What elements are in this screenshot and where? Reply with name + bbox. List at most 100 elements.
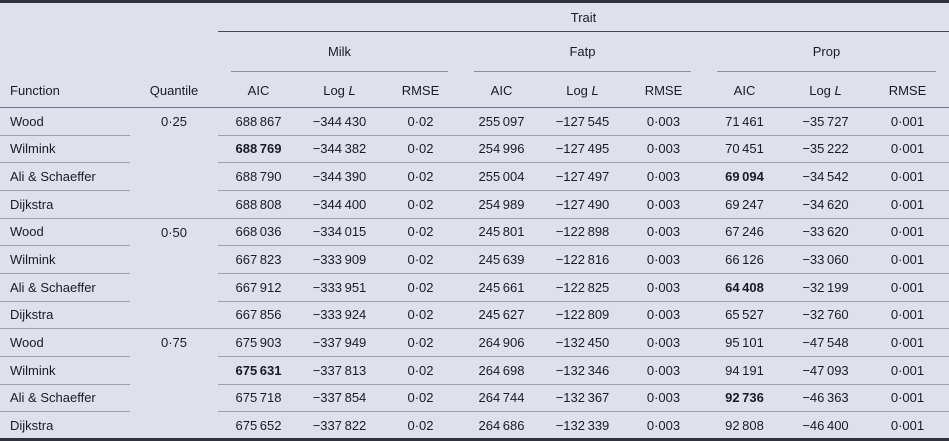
value-cell: 0·003 [623, 218, 704, 247]
value-cell: −344 382 [299, 135, 380, 164]
value-cell: 688 790 [218, 162, 299, 191]
rmse-header-prop: RMSE [866, 71, 949, 108]
aic-header-prop: AIC [704, 71, 785, 108]
value-cell: 667 823 [218, 245, 299, 274]
value-cell: 0·02 [380, 107, 461, 136]
value-cell: 245 661 [461, 273, 542, 302]
value-cell: −344 430 [299, 107, 380, 136]
value-cell: 0·02 [380, 245, 461, 274]
function-cell: Dijkstra [0, 190, 130, 219]
table-row: Wilmink 667 823 −333 909 0·02 245 639 −122 81… [0, 245, 949, 274]
function-cell: Wilmink [0, 356, 130, 385]
value-cell: 0·001 [866, 328, 949, 357]
table-row: Wilmink 688 769 −344 382 0·02 254 996 −127 49… [0, 135, 949, 164]
table-row: Wood 0·25 688 867 −344 430 0·02 255 097 −127 5… [0, 107, 949, 219]
function-cell: Ali & Schaeffer [0, 384, 130, 413]
table-row: Wood 0·75 675 903 −337 949 0·02 264 906 −132 4… [0, 328, 949, 440]
logl-label: Log [809, 83, 831, 98]
value-cell: 0·001 [866, 273, 949, 302]
value-cell: −132 367 [542, 384, 623, 413]
value-cell: 675 652 [218, 411, 299, 440]
function-cell: Wilmink [0, 245, 130, 274]
value-cell: 667 912 [218, 273, 299, 302]
value-cell: 0·02 [380, 135, 461, 164]
value-cell: −337 813 [299, 356, 380, 385]
value-cell: 0·001 [866, 301, 949, 330]
value-cell: −32 199 [785, 273, 866, 302]
value-cell: −127 495 [542, 135, 623, 164]
value-cell: −122 809 [542, 301, 623, 330]
value-cell: −337 854 [299, 384, 380, 413]
value-cell: 64 408 [704, 273, 785, 302]
value-cell: 245 639 [461, 245, 542, 274]
value-cell: 94 191 [704, 356, 785, 385]
value-cell: 0·003 [623, 411, 704, 440]
table-row: Wood 0·50 668 036 −334 015 0·02 245 801 −122 8… [0, 218, 949, 330]
function-cell: Wilmink [0, 135, 130, 164]
value-cell: 0·001 [866, 190, 949, 219]
header-row-groups: Milk Fatp Prop [0, 32, 949, 72]
value-cell: 0·02 [380, 411, 461, 440]
group-header-fatp: Fatp [461, 32, 704, 72]
table-row: Dijkstra 688 808 −344 400 0·02 254 989 −127 4… [0, 190, 949, 219]
value-cell: 92 736 [704, 384, 785, 413]
value-cell: 245 801 [461, 218, 542, 247]
value-cell: 0·001 [866, 245, 949, 274]
value-cell: 675 718 [218, 384, 299, 413]
value-cell: 0·003 [623, 245, 704, 274]
value-cell: −127 497 [542, 162, 623, 191]
value-cell: 688 808 [218, 190, 299, 219]
value-cell: −337 822 [299, 411, 380, 440]
value-cell: −47 548 [785, 328, 866, 357]
function-cell: Ali & Schaeffer [0, 273, 130, 302]
logl-label: Log [566, 83, 588, 98]
value-cell: 71 461 [704, 107, 785, 136]
value-cell: 0·001 [866, 218, 949, 247]
header-row-metrics: Function Quantile AIC Log L RMSE AIC Log… [0, 71, 949, 108]
aic-header-milk: AIC [218, 71, 299, 108]
value-cell: 264 686 [461, 411, 542, 440]
value-cell: 0·02 [380, 328, 461, 357]
group-header-prop: Prop [704, 32, 949, 72]
value-cell: 264 698 [461, 356, 542, 385]
value-cell: 0·02 [380, 356, 461, 385]
trait-header: Trait [218, 1, 949, 32]
value-cell: 0·001 [866, 162, 949, 191]
value-cell: 0·02 [380, 301, 461, 330]
value-cell: 668 036 [218, 218, 299, 247]
table-row: Ali & Schaeffer 667 912 −333 951 0·02 245 66… [0, 273, 949, 302]
value-cell: 264 744 [461, 384, 542, 413]
value-cell: −127 545 [542, 107, 623, 136]
value-cell: −46 400 [785, 411, 866, 440]
value-cell: 245 627 [461, 301, 542, 330]
function-cell: Dijkstra [0, 411, 130, 440]
logl-symbol: L [834, 83, 842, 98]
value-cell: 0·02 [380, 190, 461, 219]
group-header-milk: Milk [218, 32, 461, 72]
value-cell: −35 222 [785, 135, 866, 164]
value-cell: 0·003 [623, 190, 704, 219]
function-cell: Dijkstra [0, 301, 130, 330]
value-cell: −34 542 [785, 162, 866, 191]
value-cell: 264 906 [461, 328, 542, 357]
rmse-header-fatp: RMSE [623, 71, 704, 108]
value-cell: 0·02 [380, 218, 461, 247]
value-cell: 0·001 [866, 135, 949, 164]
quantile-cell: 0·75 [130, 328, 218, 440]
value-cell: 254 989 [461, 190, 542, 219]
value-cell: 0·003 [623, 328, 704, 357]
value-cell: 688 867 [218, 107, 299, 136]
value-cell: −122 816 [542, 245, 623, 274]
function-cell: Wood [0, 107, 130, 136]
value-cell: 70 451 [704, 135, 785, 164]
header-row-trait: Trait [0, 1, 949, 32]
value-cell: 0·003 [623, 162, 704, 191]
value-cell: −33 060 [785, 245, 866, 274]
aic-header-fatp: AIC [461, 71, 542, 108]
value-cell: −33 620 [785, 218, 866, 247]
value-cell: −122 825 [542, 273, 623, 302]
value-cell: −122 898 [542, 218, 623, 247]
table-body: Wood 0·25 688 867 −344 430 0·02 255 097 −127 5… [0, 107, 949, 440]
value-cell: 0·003 [623, 301, 704, 330]
